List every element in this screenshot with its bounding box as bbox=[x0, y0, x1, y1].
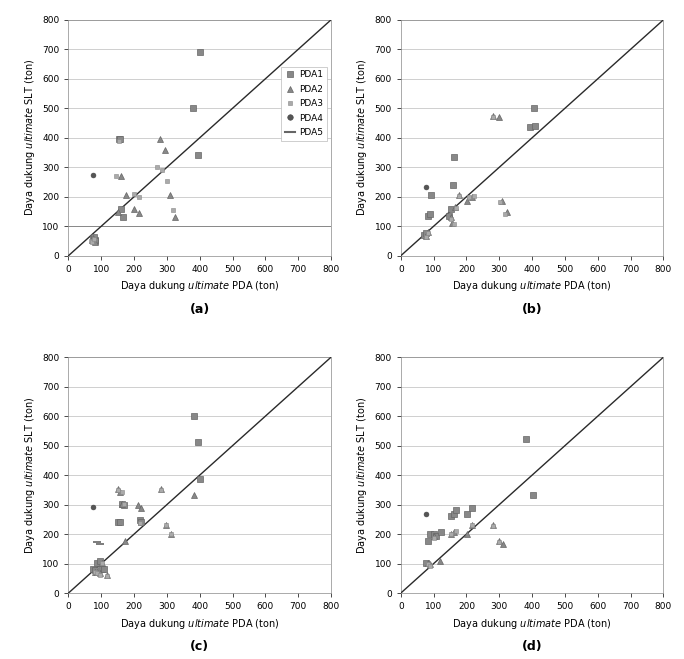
X-axis label: Daya dukung $\it{ultimate}$ PDA (ton): Daya dukung $\it{ultimate}$ PDA (ton) bbox=[452, 279, 612, 293]
Y-axis label: Daya dukung $\it{ultimate}$ SLT (ton): Daya dukung $\it{ultimate}$ SLT (ton) bbox=[23, 397, 36, 554]
X-axis label: Daya dukung $\it{ultimate}$ PDA (ton): Daya dukung $\it{ultimate}$ PDA (ton) bbox=[452, 617, 612, 631]
X-axis label: Daya dukung $\it{ultimate}$ PDA (ton): Daya dukung $\it{ultimate}$ PDA (ton) bbox=[120, 279, 280, 293]
Text: (a): (a) bbox=[189, 303, 210, 316]
Text: (b): (b) bbox=[522, 303, 542, 316]
Text: (d): (d) bbox=[522, 641, 542, 653]
Y-axis label: Daya dukung $\it{ultimate}$ SLT (ton): Daya dukung $\it{ultimate}$ SLT (ton) bbox=[23, 59, 36, 216]
X-axis label: Daya dukung $\it{ultimate}$ PDA (ton): Daya dukung $\it{ultimate}$ PDA (ton) bbox=[120, 617, 280, 631]
Text: (c): (c) bbox=[190, 641, 209, 653]
Legend: PDA1, PDA2, PDA3, PDA4, PDA5: PDA1, PDA2, PDA3, PDA4, PDA5 bbox=[281, 67, 326, 140]
Y-axis label: Daya dukung $\it{ultimate}$ SLT (ton): Daya dukung $\it{ultimate}$ SLT (ton) bbox=[355, 397, 369, 554]
Y-axis label: Daya dukung $\it{ultimate}$ SLT (ton): Daya dukung $\it{ultimate}$ SLT (ton) bbox=[355, 59, 369, 216]
